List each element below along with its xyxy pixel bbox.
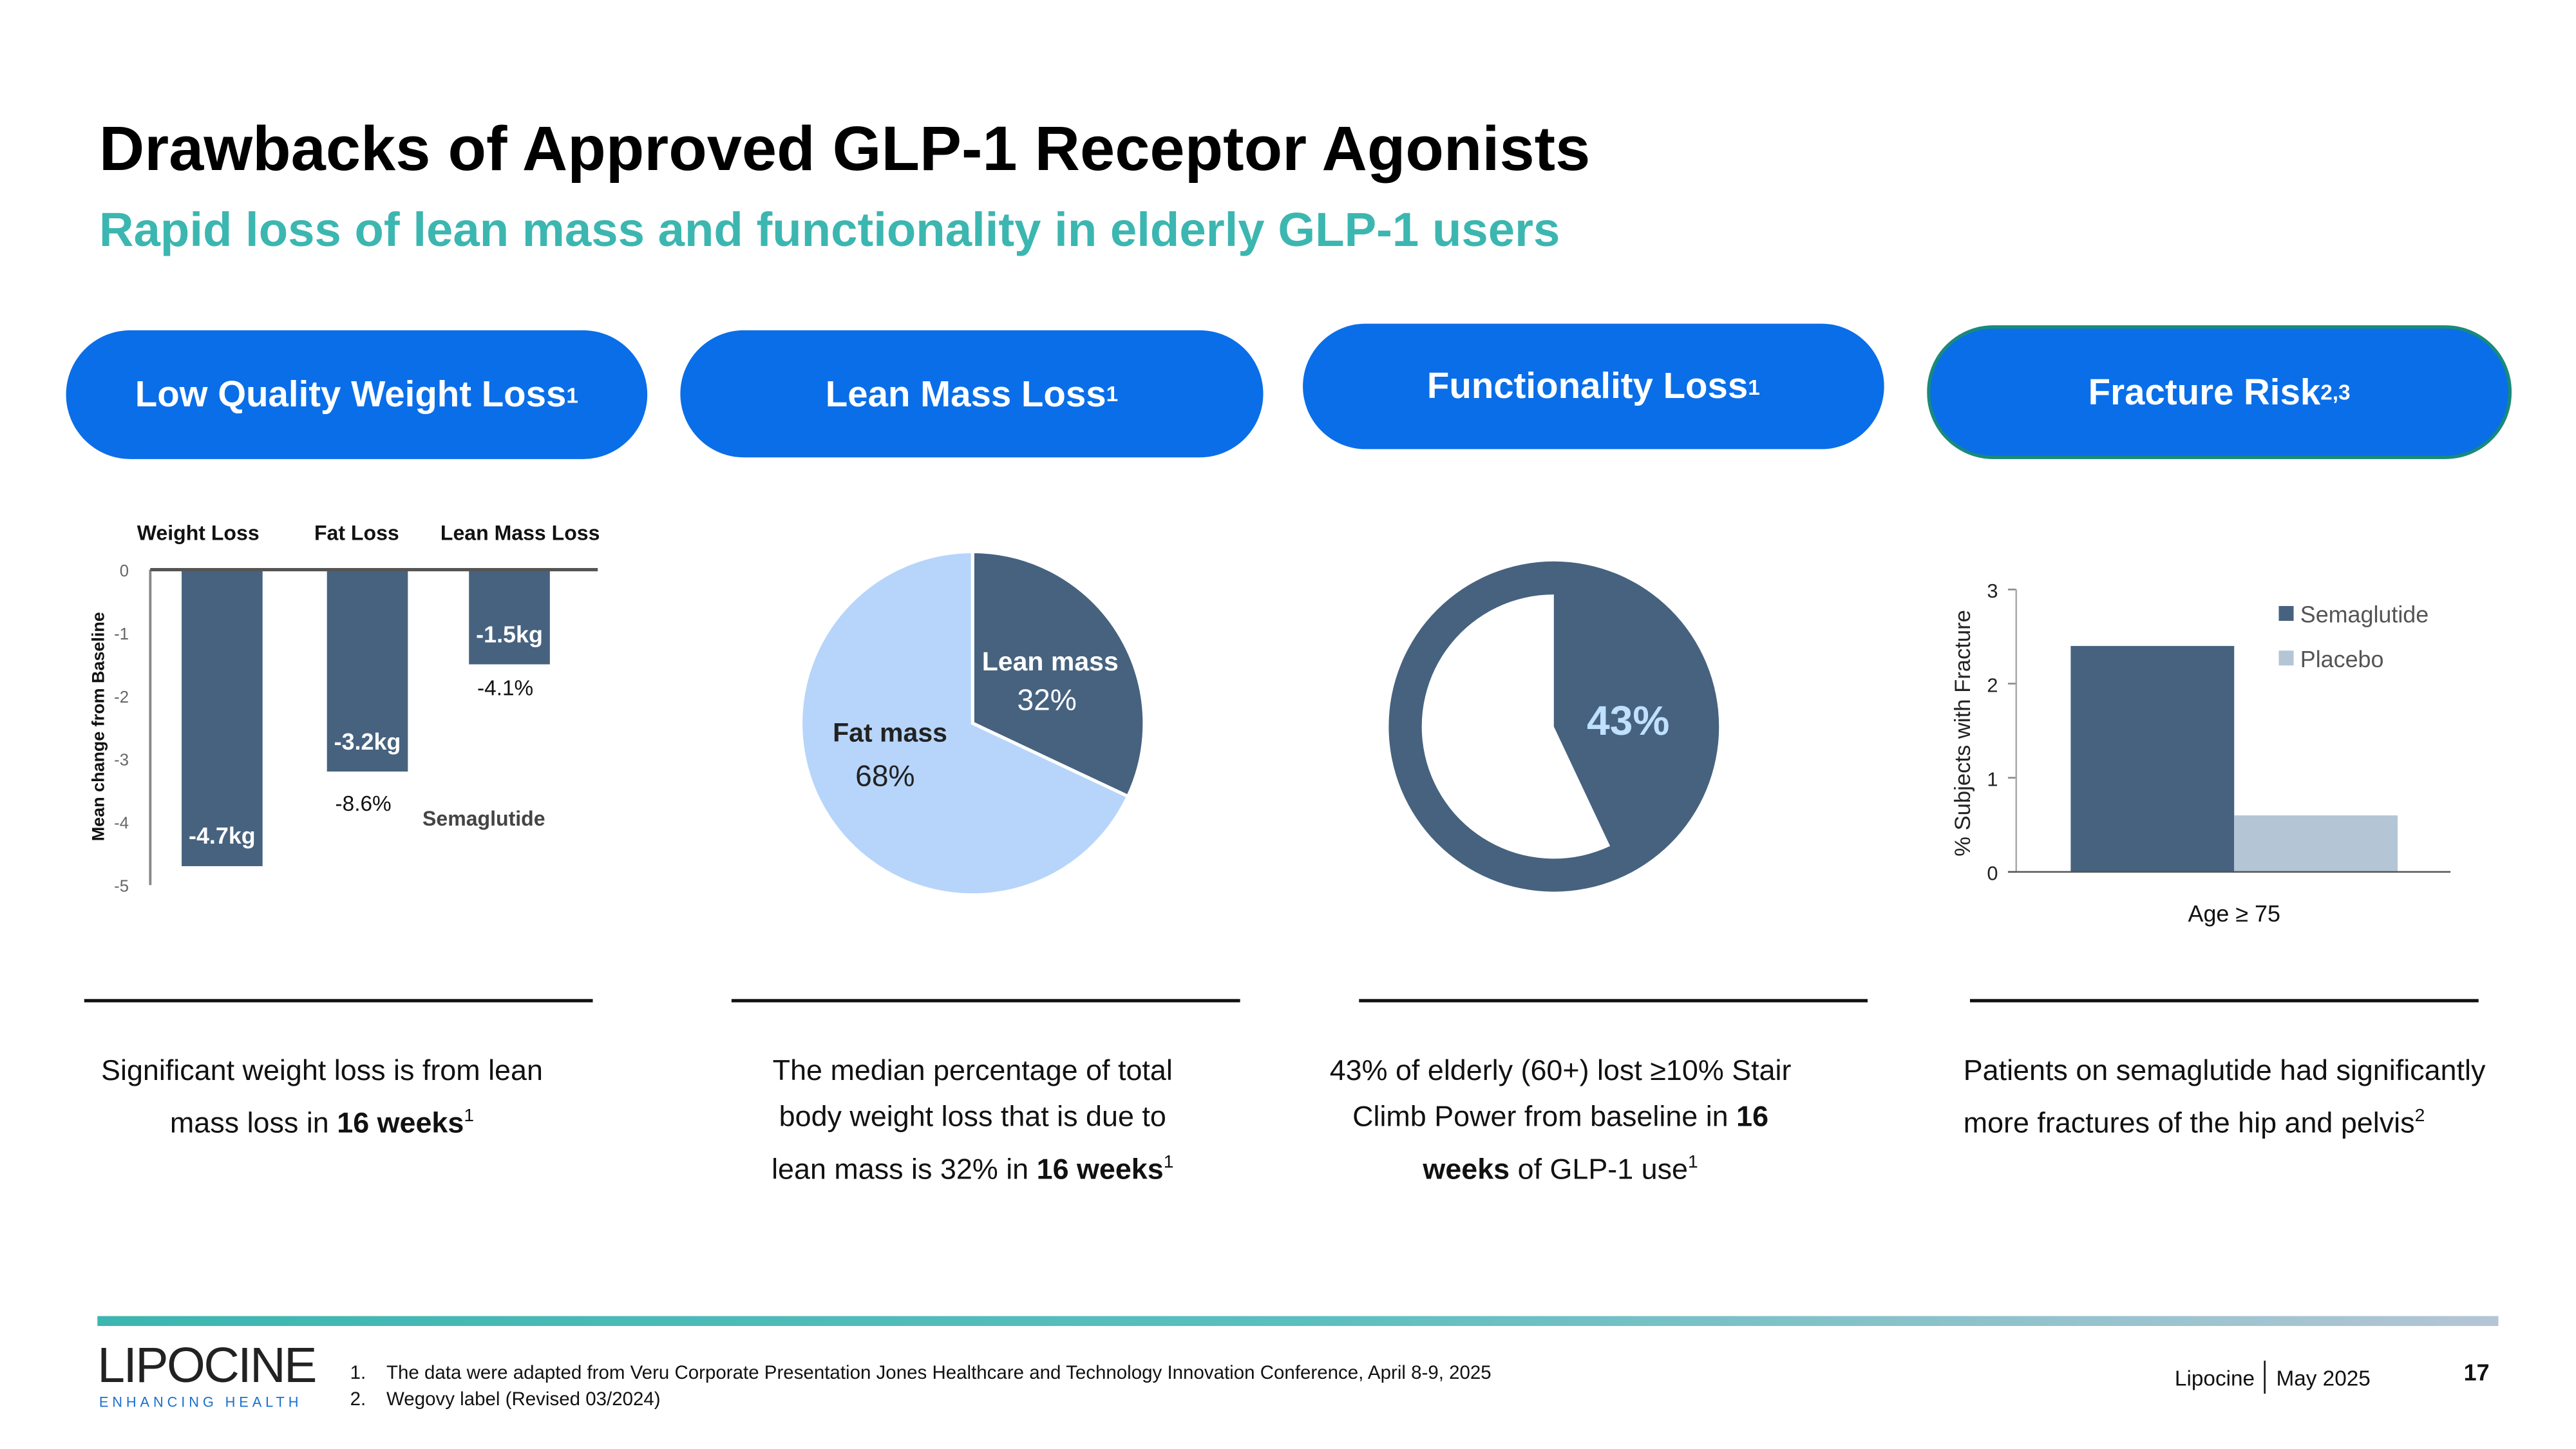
logo-tagline: ENHANCING HEALTH [99, 1394, 303, 1410]
ref-text: The data were adapted from Veru Corporat… [386, 1363, 1492, 1384]
divider [1359, 999, 1868, 1003]
y-tick-label: 2 [1987, 674, 1998, 696]
pie-slice-lean-mass [971, 549, 1146, 799]
desc-sup: 1 [1688, 1152, 1698, 1173]
series-label: Semaglutide [422, 807, 545, 830]
pill-functionality-loss: Functionality Loss 1 [1303, 323, 1884, 450]
y-tick-label: -5 [114, 878, 129, 896]
pill-label: Lean Mass Loss [825, 372, 1106, 414]
page-number: 17 [2463, 1359, 2490, 1386]
desc-text: 43% of elderly (60+) lost ≥10% Stair Cli… [1329, 1053, 1792, 1133]
bar-value-label: -3.2kg [334, 729, 401, 755]
legend-swatch [2278, 650, 2294, 666]
bar-value-label: -1.5kg [476, 621, 543, 647]
pill-low-quality-weight-loss: Low Quality Weight Loss 1 [66, 330, 648, 459]
slice-value: 32% [1017, 683, 1076, 717]
y-tick-label: -1 [114, 625, 129, 643]
pill-label: Low Quality Weight Loss [135, 373, 567, 415]
ref-num: 1. [350, 1363, 366, 1384]
y-tick-label: 0 [120, 562, 129, 580]
category-label: Age ≥ 75 [2188, 901, 2280, 927]
reference-2: 2. Wegovy label (Revised 03/2024) [350, 1390, 661, 1410]
legend-swatch [2278, 606, 2294, 621]
desc-bold: 16 weeks [1036, 1152, 1164, 1186]
footer-date: May 2025 [2276, 1365, 2371, 1390]
bar-semaglutide [2070, 646, 2235, 872]
pill-fracture-risk: Fracture Risk 2,3 [1927, 325, 2512, 459]
y-tick-label: -4 [114, 815, 129, 833]
footer-accent-bar [97, 1316, 2499, 1326]
desc-bold: 16 weeks [337, 1106, 464, 1139]
y-tick-label: -3 [114, 752, 129, 770]
category-label: Fat Loss [314, 521, 399, 544]
ref-text: Wegovy label (Revised 03/2024) [386, 1390, 661, 1410]
desc-text: The median percentage of total body weig… [772, 1053, 1173, 1186]
reference-1: 1. The data were adapted from Veru Corpor… [350, 1364, 1492, 1384]
divider [1969, 999, 2479, 1003]
bar [182, 569, 263, 866]
bar-value-label: -4.7kg [189, 823, 256, 849]
footer-meta: Lipocine May 2025 [2174, 1360, 2371, 1394]
description-functionality: 43% of elderly (60+) lost ≥10% Stair Cli… [1321, 1047, 1800, 1192]
bar-pct-label: -8.6% [336, 792, 392, 816]
desc-sup: 2 [2414, 1106, 2425, 1126]
footer-separator [2264, 1360, 2267, 1394]
footer-company: Lipocine [2174, 1365, 2255, 1390]
pill-lean-mass-loss: Lean Mass Loss 1 [680, 330, 1264, 458]
y-tick-label: 3 [1987, 580, 1998, 602]
legend-label: Semaglutide [2300, 602, 2429, 628]
pill-sup: 1 [1106, 381, 1119, 406]
bar-placebo [2234, 815, 2398, 872]
desc-text: Patients on semaglutide had significantl… [1963, 1053, 2486, 1139]
desc-text: Significant weight loss is from lean mas… [101, 1053, 543, 1139]
ring-remaining-wedge [1421, 594, 1611, 859]
slice-label: Lean mass [982, 647, 1119, 676]
bar-pct-label: -4.1% [477, 676, 533, 700]
legend-label: Placebo [2300, 647, 2384, 672]
pill-sup: 2,3 [2320, 379, 2351, 405]
y-axis-label: % Subjects with Fracture [1951, 610, 1975, 857]
lipocine-logo: LIPOCINE [97, 1339, 317, 1394]
y-axis-label: Mean change from Baseline [89, 612, 108, 841]
description-fracture: Patients on semaglutide had significantl… [1964, 1047, 2492, 1146]
charts-layer: 0 -1 -2 -3 -4 -5 -4.7kg Weight Loss -3.2kg -8.6% F… [89, 521, 2451, 927]
desc-text: of GLP-1 use [1510, 1152, 1689, 1186]
y-tick-label: 1 [1987, 768, 1998, 791]
description-lean-mass: The median percentage of total body weig… [752, 1047, 1194, 1192]
description-weight-loss: Significant weight loss is from lean mas… [99, 1047, 545, 1146]
pie-slice-fat-mass [799, 549, 1130, 897]
desc-sup: 1 [1163, 1152, 1174, 1173]
divider [731, 999, 1240, 1003]
y-tick-label: 0 [1987, 862, 1998, 885]
pill-label: Functionality Loss [1426, 365, 1748, 406]
category-label: Lean Mass Loss [440, 521, 600, 544]
ref-num: 2. [350, 1390, 366, 1410]
desc-bold: 16 weeks [1423, 1099, 1769, 1186]
page-title: Drawbacks of Approved GLP-1 Receptor Ago… [99, 115, 1591, 185]
divider [84, 999, 593, 1003]
ring-value: 43% [1587, 697, 1669, 744]
slice-label: Fat mass [833, 717, 947, 747]
slice-value: 68% [855, 759, 914, 793]
desc-sup: 1 [464, 1106, 475, 1126]
pill-sup: 1 [1748, 374, 1760, 399]
category-label: Weight Loss [137, 521, 260, 544]
bar [327, 569, 408, 772]
pill-sup: 1 [566, 382, 578, 408]
page-subtitle: Rapid loss of lean mass and functionalit… [99, 204, 1560, 258]
pill-label: Fracture Risk [2088, 370, 2321, 412]
y-tick-label: -2 [114, 688, 129, 706]
bar [469, 569, 550, 665]
